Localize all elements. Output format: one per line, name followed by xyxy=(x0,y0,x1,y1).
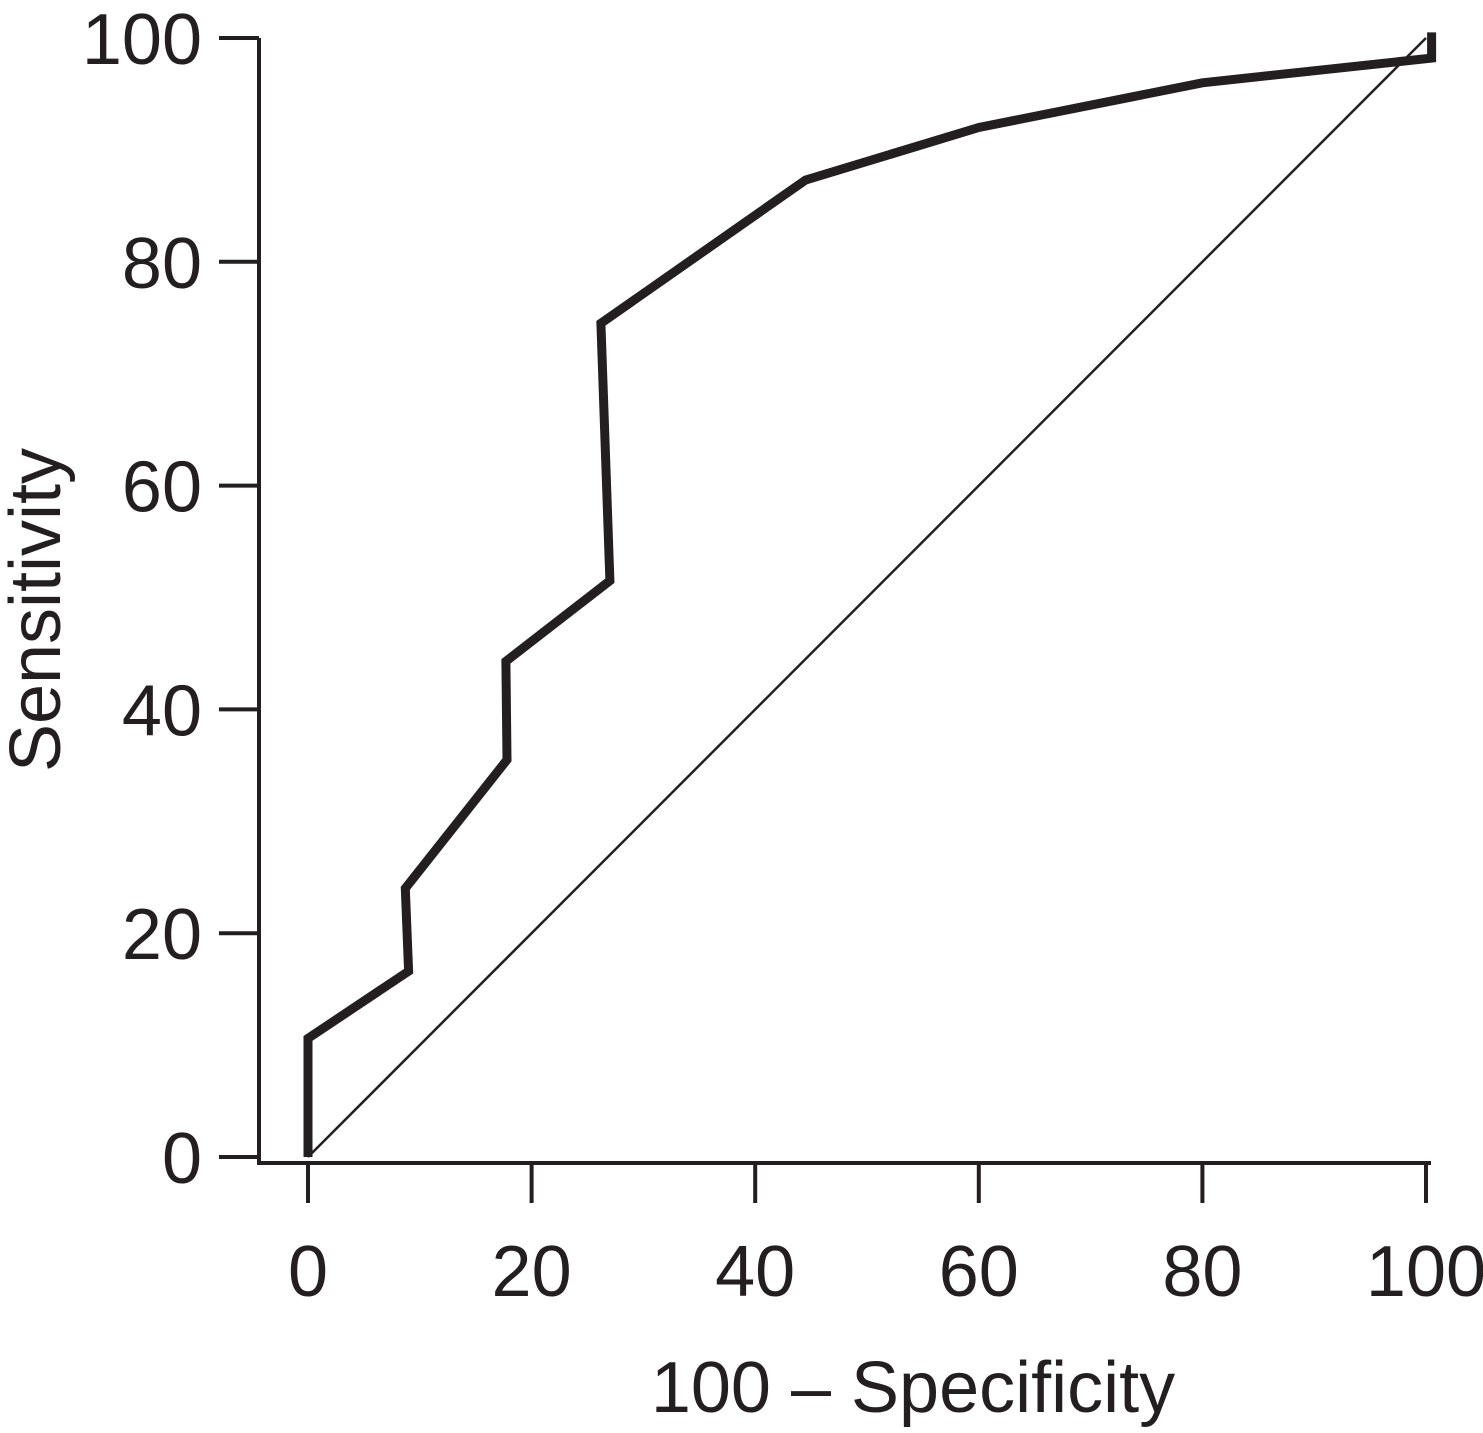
y-tick-label: 60 xyxy=(122,448,202,528)
series-layer xyxy=(303,32,1437,1158)
y-tick-label: 20 xyxy=(122,895,202,975)
x-tick-label: 20 xyxy=(492,1232,572,1312)
x-tick-label: 40 xyxy=(715,1232,795,1312)
x-axis-label: 100 – Specificity xyxy=(651,1348,1175,1428)
x-tick-label: 60 xyxy=(939,1232,1019,1312)
y-tick-label: 80 xyxy=(122,224,202,304)
x-tick-label: 100 xyxy=(1366,1232,1483,1312)
reference-diagonal-line xyxy=(307,37,1427,1158)
x-tick-marks xyxy=(306,1163,1428,1203)
y-axis-label: Sensitivity xyxy=(0,448,76,772)
y-tick-label: 0 xyxy=(162,1119,202,1199)
y-tick-label: 100 xyxy=(82,0,202,80)
roc-curve-line xyxy=(303,32,1437,1157)
y-tick-marks xyxy=(219,36,259,1159)
y-tick-labels: 0 20 40 60 80 100 xyxy=(82,0,202,1199)
y-tick-label: 40 xyxy=(122,671,202,751)
x-tick-labels: 0 20 40 60 80 100 xyxy=(288,1232,1483,1312)
x-tick-label: 0 xyxy=(288,1232,328,1312)
x-tick-label: 80 xyxy=(1162,1232,1242,1312)
